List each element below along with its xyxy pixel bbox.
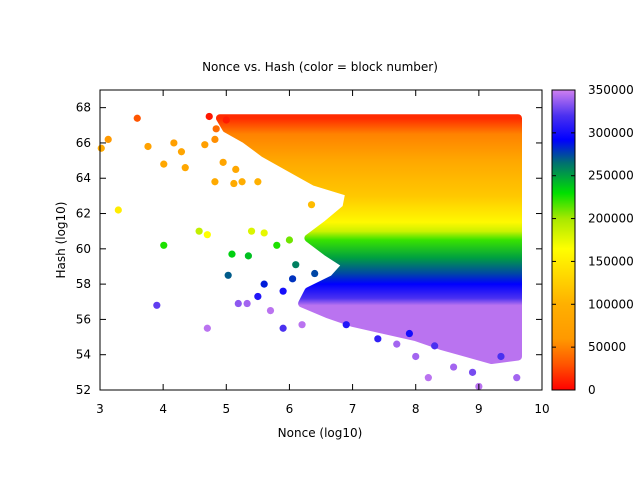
data-point: [374, 335, 382, 343]
data-point: [160, 160, 168, 168]
data-point: [393, 340, 401, 348]
data-point: [279, 324, 287, 332]
data-point: [247, 227, 256, 235]
data-point: [195, 227, 203, 235]
data-point: [292, 261, 300, 269]
data-point: [468, 368, 477, 376]
data-point: [181, 164, 189, 172]
data-point: [266, 306, 275, 315]
data-point: [211, 178, 219, 186]
x-tick-label: 7: [349, 402, 357, 416]
y-tick-label: 60: [76, 242, 91, 256]
data-point: [104, 135, 112, 144]
data-point: [212, 125, 220, 133]
data-point: [431, 342, 439, 350]
x-tick-label: 6: [286, 402, 294, 416]
dense-region: [216, 114, 522, 364]
data-point: [513, 374, 521, 382]
data-point: [222, 116, 230, 124]
data-point: [203, 324, 211, 332]
data-point: [224, 271, 232, 279]
x-tick-label: 3: [96, 402, 104, 416]
data-point: [153, 301, 161, 309]
colorbar-tick-label: 250000: [588, 169, 634, 183]
x-tick-label: 10: [534, 402, 549, 416]
colorbar-tick-label: 0: [588, 383, 596, 397]
colorbar-tick-label: 200000: [588, 212, 634, 226]
x-axis: 3 4 5 6 7 8 9 10: [96, 90, 550, 416]
y-tick-label: 68: [76, 101, 91, 115]
data-point: [201, 141, 209, 149]
data-point: [177, 148, 186, 156]
colorbar-tick-label: 100000: [588, 297, 634, 311]
data-point: [244, 252, 252, 260]
y-tick-label: 66: [76, 136, 91, 150]
data-point: [238, 178, 246, 186]
y-tick-label: 56: [76, 312, 91, 326]
colorbar-tick-label: 300000: [588, 126, 634, 140]
y-tick-label: 64: [76, 171, 91, 185]
data-point: [497, 352, 505, 361]
data-point: [288, 275, 297, 283]
chart-title: Nonce vs. Hash (color = block number): [202, 60, 438, 74]
data-point: [260, 280, 268, 288]
data-point: [114, 206, 122, 214]
data-point: [254, 178, 262, 186]
data-point: [307, 201, 316, 209]
x-tick-label: 8: [412, 402, 420, 416]
data-point: [211, 135, 219, 144]
y-axis-label: Hash (log10): [54, 202, 68, 279]
data-point: [205, 112, 213, 121]
x-tick-label: 5: [222, 402, 230, 416]
data-point: [424, 374, 432, 382]
x-tick-label: 9: [475, 402, 483, 416]
colorbar-ticks: 0 50000 100000 150000 200000 250000 300000 3500…: [552, 83, 634, 397]
y-tick-label: 54: [76, 348, 91, 362]
data-point: [279, 287, 287, 295]
data-point: [228, 250, 236, 258]
data-point: [230, 179, 238, 188]
dense-point-cloud: [216, 114, 522, 364]
data-point: [405, 329, 413, 338]
data-point: [243, 299, 251, 308]
colorbar-tick-label: 150000: [588, 254, 634, 268]
data-point: [450, 363, 458, 371]
data-point: [133, 114, 141, 122]
data-point: [298, 321, 306, 329]
y-tick-label: 52: [76, 383, 91, 397]
data-point: [97, 144, 105, 152]
data-point: [160, 241, 168, 249]
colorbar-tick-label: 50000: [588, 340, 626, 354]
data-point: [170, 139, 178, 147]
data-point: [232, 165, 240, 174]
colorbar-tick-label: 350000: [588, 83, 634, 97]
data-point: [260, 229, 268, 237]
y-axis: 52 54 56 58 60 62 64 66 68: [76, 101, 542, 397]
data-point: [412, 352, 420, 361]
data-point: [254, 292, 262, 301]
plot-frame: [99, 89, 543, 391]
x-tick-label: 4: [159, 402, 167, 416]
data-point: [144, 142, 152, 151]
data-point: [273, 241, 281, 249]
y-tick-label: 58: [76, 277, 91, 291]
data-point: [311, 269, 319, 278]
data-point: [219, 158, 227, 166]
y-tick-label: 62: [76, 207, 91, 221]
data-point: [342, 321, 350, 329]
data-point: [203, 231, 211, 239]
data-point: [234, 299, 242, 308]
colorbar: [551, 89, 576, 391]
data-point: [285, 236, 294, 244]
x-axis-label: Nonce (log10): [278, 426, 363, 440]
